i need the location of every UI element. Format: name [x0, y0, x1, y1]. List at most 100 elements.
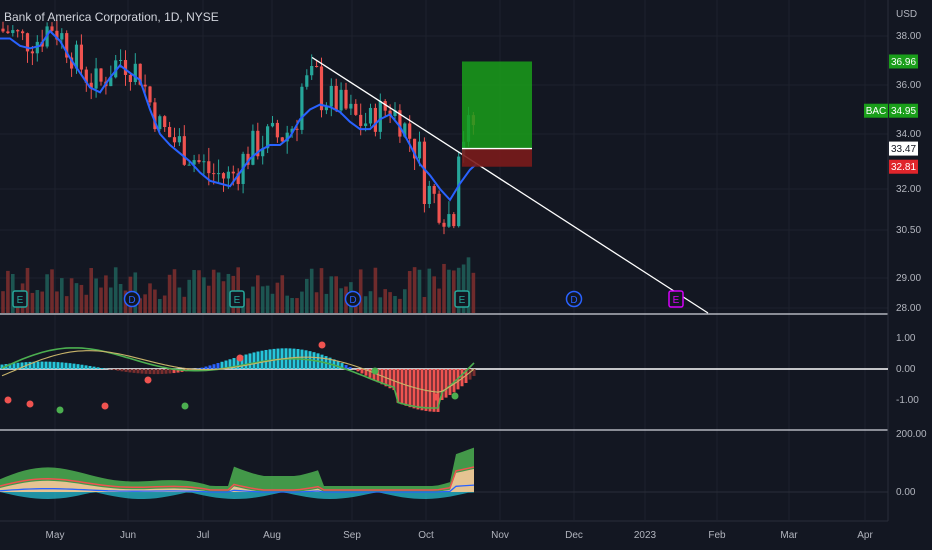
macd-histogram-bar — [240, 355, 244, 369]
macd-histogram-bar — [132, 369, 136, 373]
volume-bar — [172, 269, 177, 313]
cross-dot — [4, 396, 12, 404]
cross-dot — [432, 393, 440, 401]
cross-dot — [101, 402, 109, 410]
macd-histogram-bar — [472, 369, 476, 377]
macd-tick-label: 1.00 — [896, 333, 916, 344]
candle-body — [354, 103, 358, 115]
chart-grid — [0, 0, 889, 522]
volume-bar — [437, 288, 441, 313]
macd-histogram-bar — [344, 365, 348, 369]
macd-pane — [0, 341, 888, 414]
earnings-badge — [229, 290, 245, 308]
macd-histogram-bar — [64, 362, 68, 369]
volume-bar — [378, 297, 383, 313]
price-tick-label: 28.00 — [896, 303, 921, 314]
candle-body — [21, 31, 25, 34]
target-price-tag-bg — [889, 54, 918, 69]
macd-histogram-bar — [32, 361, 36, 369]
stop-price-tag: 32.81 — [891, 162, 916, 173]
macd-histogram-bar — [244, 354, 248, 369]
volume-bar — [6, 270, 10, 313]
macd-histogram-bar — [208, 365, 212, 369]
volume-bar — [162, 295, 167, 313]
entry-price-tag: 33.47 — [891, 144, 916, 155]
volume-bar — [388, 292, 392, 313]
macd-histogram-bar — [408, 369, 412, 408]
last-price-tag: 34.95 — [891, 106, 916, 117]
macd-histogram-bar — [248, 353, 252, 369]
volume-bar — [69, 278, 74, 313]
osc-red-line — [0, 466, 475, 491]
macd-histogram-bar — [188, 369, 192, 371]
macd-histogram-bar — [68, 363, 72, 369]
macd-histogram-bar — [252, 352, 256, 369]
macd-histogram-bar — [228, 359, 232, 369]
volume-bar — [427, 268, 432, 313]
volume-bar — [74, 283, 79, 313]
volume-bar — [60, 278, 64, 313]
volume-bar — [94, 278, 98, 313]
macd-histogram-bar — [232, 358, 236, 369]
candle-body — [427, 185, 431, 205]
volume-bar — [192, 270, 196, 313]
volume-bar — [368, 291, 373, 313]
macd-histogram-bar — [364, 369, 368, 376]
volume-bar — [1, 291, 5, 313]
osc-tick-label: 0.00 — [896, 487, 916, 498]
volume-bar — [260, 286, 265, 313]
candle-body — [275, 122, 279, 138]
macd-histogram-bar — [48, 361, 52, 369]
candle-body — [359, 114, 363, 126]
candle-body — [251, 130, 255, 165]
volume-bar — [40, 291, 44, 313]
candle-body — [50, 26, 54, 31]
candle-body — [143, 84, 147, 87]
cross-dot — [318, 341, 326, 349]
cross-dot — [144, 376, 152, 384]
dividend-badge — [565, 290, 583, 308]
macd-histogram-bar — [8, 363, 12, 369]
time-tick-label: Oct — [418, 530, 434, 541]
candle-body — [6, 31, 10, 34]
candle-body — [383, 101, 387, 111]
candle-body — [226, 171, 230, 179]
event-letter: D — [349, 295, 356, 306]
macd-histogram-bar — [224, 360, 228, 369]
macd-histogram-bar — [392, 369, 396, 391]
candle-body — [60, 33, 64, 40]
candle-body — [329, 85, 333, 107]
candle-body — [202, 161, 206, 163]
volume-bar — [25, 267, 30, 313]
macd-histogram-bar — [272, 348, 276, 369]
macd-histogram-bar — [164, 369, 168, 374]
macd-histogram-bar — [136, 369, 140, 374]
macd-histogram-bar — [416, 369, 420, 410]
macd-histogram-bar — [448, 369, 452, 396]
macd-histogram-bar — [124, 369, 128, 372]
moving-average-line — [0, 29, 477, 202]
volume-bar — [339, 288, 343, 313]
volume-bar — [305, 278, 309, 313]
macd-tick-label: 0.00 — [896, 364, 916, 375]
volume-bar — [314, 292, 319, 313]
candle-body — [422, 141, 426, 205]
candle-body — [349, 103, 353, 109]
volume-bar — [417, 269, 422, 313]
macd-histogram-bar — [396, 369, 400, 403]
candle-body — [168, 127, 172, 138]
candle-body — [319, 66, 324, 111]
event-marker-d: D — [123, 290, 141, 308]
long-position-box[interactable] — [462, 61, 532, 167]
volume-bar — [363, 296, 368, 313]
macd-histogram-bar — [36, 361, 40, 369]
cross-dot — [56, 406, 64, 414]
candle-body — [163, 116, 167, 128]
candle-body — [432, 185, 436, 194]
candle-body — [393, 110, 397, 116]
descending-trendline[interactable] — [311, 56, 709, 314]
macd-histogram-bar — [268, 349, 272, 369]
event-letter: E — [673, 295, 680, 306]
candle-body — [94, 68, 98, 89]
